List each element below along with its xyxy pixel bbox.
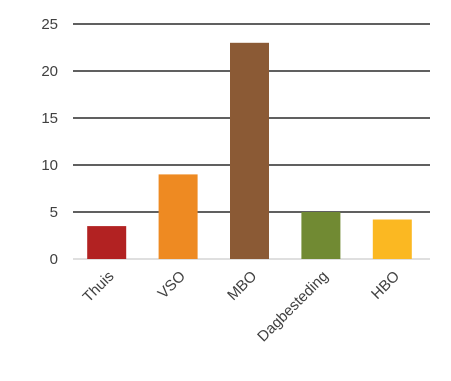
y-tick-label: 0 <box>50 251 58 268</box>
y-tick-label: 5 <box>50 204 58 221</box>
bar-dagbesteding <box>301 212 341 259</box>
bar-mbo <box>230 42 269 259</box>
x-tick-label: VSO <box>155 268 189 302</box>
bar-vso <box>158 174 198 259</box>
bar-thuis <box>87 226 127 259</box>
y-tick-label: 20 <box>41 63 58 80</box>
x-tick-label: Dagbesteding <box>254 268 331 345</box>
x-tick-label: Thuis <box>80 268 118 306</box>
y-axis-ticks: 0 5 10 15 20 25 <box>41 16 58 268</box>
y-tick-label: 25 <box>41 16 58 33</box>
x-tick-label: HBO <box>368 268 403 303</box>
bars <box>87 42 412 259</box>
bar-hbo <box>372 219 412 259</box>
x-tick-label: MBO <box>224 268 260 304</box>
y-tick-label: 15 <box>41 110 58 127</box>
y-tick-label: 10 <box>41 157 58 174</box>
